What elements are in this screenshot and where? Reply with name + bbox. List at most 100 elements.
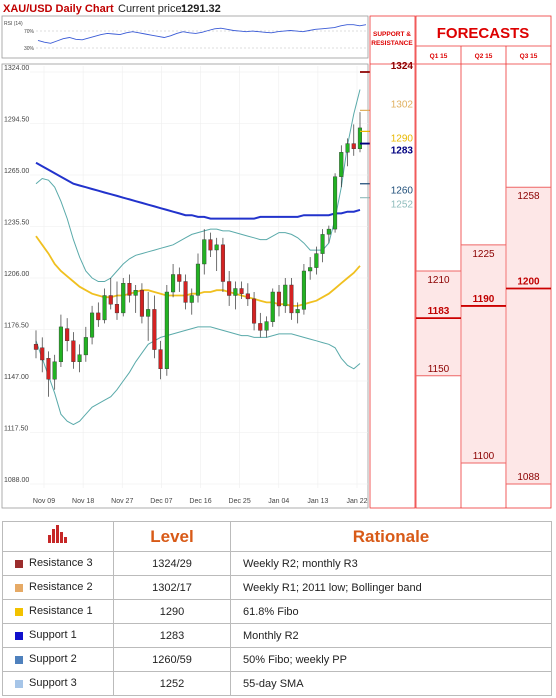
forecast-mid-value: 1200: [517, 276, 540, 287]
rsi-30-label: 30%: [24, 46, 35, 52]
candle-body: [220, 244, 226, 282]
level-name-cell: Support 1: [2, 623, 114, 648]
candle-body: [295, 309, 300, 314]
forecast-quarter-header: Q1 15: [430, 53, 448, 60]
level-value: 1302/17: [113, 575, 231, 600]
candle-body: [333, 176, 338, 230]
candle-body: [308, 267, 313, 272]
candle-body: [139, 290, 145, 317]
level-column-header: Level: [113, 521, 231, 552]
levels-table-header: Level Rationale: [2, 521, 552, 552]
sma_long-line: [35, 161, 361, 220]
candle-body: [189, 295, 194, 303]
candle-body: [345, 143, 350, 153]
table-row: Support 3 1252 55-day SMA: [2, 671, 552, 696]
candle-body: [89, 312, 95, 338]
candle-body: [195, 263, 201, 296]
level-rationale: Weekly R1; 2011 low; Bollinger band: [230, 575, 552, 600]
x-tick-label: Jan 13: [307, 498, 328, 505]
level-name: Support 2: [29, 653, 77, 666]
x-tick-label: Nov 09: [33, 498, 55, 505]
levels-table: Level Rationale Resistance 3 1324/29 Weekl…: [2, 521, 552, 696]
price-label: Current price:: [118, 3, 185, 15]
forecast-high-value: 1258: [517, 191, 540, 202]
candle-body: [270, 291, 275, 322]
table-row: Resistance 3 1324/29 Weekly R2; monthly R3: [2, 551, 552, 576]
sr-level-value: 1252: [391, 200, 414, 211]
level-rationale: 55-day SMA: [230, 671, 552, 696]
forecast-high-value: 1210: [427, 275, 450, 286]
sr-level-value: 1260: [391, 186, 414, 197]
bar-chart-icon: [2, 521, 114, 552]
support-resistance-column: [369, 15, 416, 509]
x-tick-label: Nov 27: [111, 498, 133, 505]
bb_lower-line: [35, 326, 361, 426]
candle-body: [314, 253, 319, 268]
rsi-panel: [1, 15, 369, 59]
candle-body: [357, 127, 363, 150]
candle-body: [133, 290, 138, 296]
candle-body: [58, 326, 63, 362]
candle-body: [158, 349, 163, 370]
rsi-line: [37, 24, 367, 44]
candle-body: [114, 304, 119, 314]
table-row: Resistance 2 1302/17 Weekly R1; 2011 low; …: [2, 575, 552, 600]
candle-body: [301, 270, 307, 310]
forecast-low-value: 1100: [473, 451, 495, 462]
candle-body: [83, 337, 88, 356]
candle-body: [77, 354, 82, 362]
candle-body: [146, 309, 151, 317]
candle-body: [183, 281, 188, 303]
level-color-swatch: [15, 631, 23, 640]
forecast-range: [507, 187, 550, 484]
candle-body: [283, 284, 288, 307]
forecast-range: [417, 271, 460, 376]
level-name-cell: Support 2: [2, 647, 114, 672]
candle-body: [170, 274, 176, 293]
candle-body: [276, 291, 282, 307]
y-tick-label: 1117.50: [4, 426, 28, 433]
forecast-mid-value: 1190: [473, 294, 495, 305]
level-value: 1283: [113, 623, 231, 648]
candle-body: [202, 239, 207, 265]
level-name: Resistance 3: [29, 557, 93, 570]
level-color-swatch: [15, 559, 23, 568]
table-row: Support 1 1283 Monthly R2: [2, 623, 552, 648]
candle-body: [289, 284, 294, 314]
candle-body: [71, 340, 76, 362]
y-tick-label: 1206.00: [4, 271, 29, 278]
x-tick-label: Nov 18: [72, 498, 94, 505]
x-tick-label: Dec 25: [229, 498, 251, 505]
sr-heading: SUPPORT & RESISTANCE: [371, 31, 413, 47]
candle-body: [152, 309, 157, 350]
level-color-swatch: [15, 607, 23, 616]
rationale-column-header: Rationale: [230, 521, 552, 552]
candle-body: [46, 358, 51, 380]
level-value: 1260/59: [113, 647, 231, 672]
sr-level-value: 1283: [391, 146, 414, 157]
level-name: Resistance 2: [29, 581, 93, 594]
candle-body: [108, 295, 113, 305]
level-color-swatch: [15, 655, 23, 664]
forecast-quarter-header: Q2 15: [475, 53, 493, 60]
x-tick-label: Dec 16: [189, 498, 211, 505]
level-rationale: 61.8% Fibo: [230, 599, 552, 624]
rsi-label: RSI (14): [4, 21, 23, 27]
forecast-low-value: 1088: [517, 472, 540, 483]
forecasts-title: FORECASTS: [437, 25, 530, 42]
level-name-cell: Support 3: [2, 671, 114, 696]
x-tick-label: Jan 04: [268, 498, 289, 505]
y-tick-label: 1147.00: [4, 374, 29, 381]
y-tick-label: 1324.00: [4, 65, 29, 72]
chart-area: XAU/USD Daily Chart Current price: 1291.…: [1, 3, 552, 509]
level-color-swatch: [15, 583, 23, 592]
candle-body: [164, 291, 169, 370]
candle-body: [214, 244, 219, 251]
candle-body: [127, 283, 132, 296]
y-tick-label: 1088.00: [4, 477, 29, 484]
forecast-high-value: 1225: [472, 249, 495, 260]
level-name: Support 3: [29, 677, 77, 690]
candle-body: [245, 293, 250, 300]
candle-body: [326, 228, 331, 235]
rsi-70-label: 70%: [24, 29, 35, 35]
